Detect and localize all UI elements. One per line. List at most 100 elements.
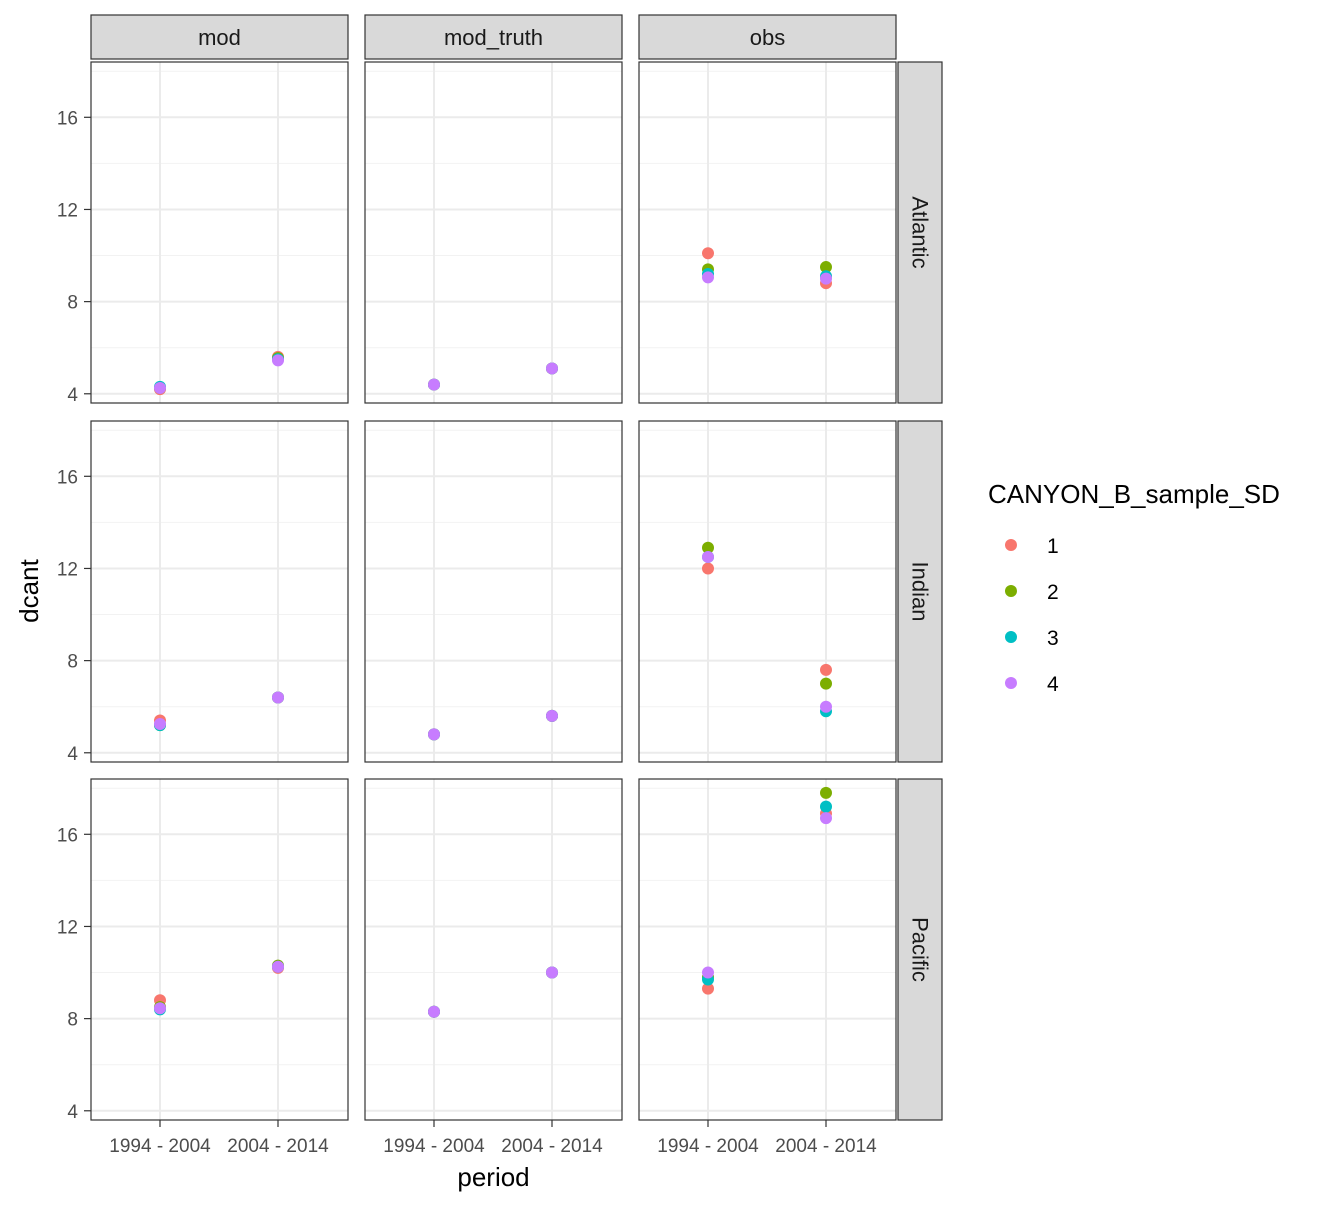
data-point	[820, 812, 832, 825]
x-tick-label: 2004 - 2014	[227, 1136, 329, 1157]
panel-obs-Atlantic	[638, 61, 897, 404]
x-tick-label: 2004 - 2014	[501, 1136, 603, 1157]
data-point	[820, 272, 832, 285]
data-point	[702, 541, 714, 554]
y-tick-label: 4	[67, 385, 78, 406]
panel-border	[90, 778, 349, 1121]
x-tick-label: 1994 - 2004	[383, 1136, 485, 1157]
panel-background	[365, 62, 622, 403]
y-tick-label: 8	[67, 293, 78, 314]
x-axis-title: period	[457, 1162, 529, 1192]
column-strip-label: mod	[198, 25, 241, 50]
panel-border	[638, 778, 897, 1121]
legend-label: 2	[1047, 581, 1059, 604]
data-point	[428, 378, 440, 391]
legend-key	[1005, 677, 1017, 689]
panel-border	[364, 420, 623, 763]
data-point	[154, 1002, 166, 1015]
y-tick-label: 8	[67, 652, 78, 673]
data-point	[820, 677, 832, 690]
data-point	[546, 966, 558, 979]
panel-mod-Atlantic	[90, 61, 349, 404]
y-tick-label: 16	[57, 825, 78, 846]
row-strip	[897, 778, 943, 1121]
column-strip	[90, 14, 349, 60]
x-tick-label: 1994 - 2004	[109, 1136, 211, 1157]
data-point	[702, 550, 714, 563]
y-tick-label: 4	[67, 744, 78, 765]
y-tick-label: 16	[57, 467, 78, 488]
row-strip	[897, 61, 943, 404]
panel-border	[638, 61, 897, 404]
panel-border	[638, 420, 897, 763]
panel-border	[364, 61, 623, 404]
row-strip-label: Atlantic	[908, 196, 933, 268]
data-point	[702, 966, 714, 979]
y-tick-label: 8	[67, 1010, 78, 1031]
legend-label: 1	[1047, 535, 1059, 558]
legend-label: 4	[1047, 673, 1059, 696]
panel-obs-Indian	[638, 420, 897, 763]
row-strip-label: Pacific	[908, 917, 933, 982]
y-axis-title: dcant	[14, 558, 44, 622]
panel-background	[365, 779, 622, 1120]
panel-background	[91, 779, 348, 1120]
panel-mod_truth-Indian	[364, 420, 623, 763]
x-tick-label: 2004 - 2014	[775, 1136, 877, 1157]
panel-background	[365, 421, 622, 762]
row-strip-label: Indian	[908, 562, 933, 622]
data-point	[428, 728, 440, 741]
data-point	[428, 1005, 440, 1018]
column-strip	[364, 14, 623, 60]
axes-layer: 4 8 12 16 4 8 12 16 4 8 12 16 1994 - 2004 2004 - 2014…	[14, 108, 877, 1192]
column-strip	[638, 14, 897, 60]
column-strip-label: obs	[750, 25, 785, 50]
y-tick-label: 4	[67, 1102, 78, 1123]
data-point	[272, 691, 284, 704]
data-point	[702, 271, 714, 284]
data-point	[546, 362, 558, 375]
panel-border	[90, 420, 349, 763]
legend: CANYON_B_sample_SD 1 2 3 4	[988, 479, 1280, 696]
panel-background	[91, 62, 348, 403]
data-point	[702, 982, 714, 995]
panel-background	[639, 779, 896, 1120]
panel-background	[91, 421, 348, 762]
y-tick-label: 12	[57, 559, 78, 580]
y-tick-label: 12	[57, 917, 78, 938]
data-point	[820, 786, 832, 799]
legend-label: 3	[1047, 627, 1059, 650]
series-4	[154, 271, 832, 1018]
panel-mod-Indian	[90, 420, 349, 763]
y-tick-label: 12	[57, 200, 78, 221]
strips-layer: mod mod_truth obs Atlantic Indian Pacific	[90, 14, 943, 1121]
panel-background	[639, 421, 896, 762]
row-strip	[897, 420, 943, 763]
panel-mod_truth-Atlantic	[364, 61, 623, 404]
panel-mod_truth-Pacific	[364, 778, 623, 1121]
data-point	[154, 717, 166, 730]
legend-title: CANYON_B_sample_SD	[988, 479, 1280, 509]
legend-key	[1005, 585, 1017, 597]
data-point	[272, 354, 284, 367]
data-point	[702, 562, 714, 575]
data-point	[272, 960, 284, 973]
data-point	[820, 663, 832, 676]
data-point	[546, 709, 558, 722]
data-point	[702, 247, 714, 260]
data-point	[820, 800, 832, 813]
points-layer	[154, 247, 832, 1018]
data-point	[820, 261, 832, 274]
legend-key	[1005, 539, 1017, 551]
panel-background	[639, 62, 896, 403]
panel-border	[364, 778, 623, 1121]
panel-border	[90, 61, 349, 404]
x-tick-label: 1994 - 2004	[657, 1136, 759, 1157]
data-point	[820, 700, 832, 713]
panels-layer	[90, 61, 897, 1121]
data-point	[154, 382, 166, 395]
y-tick-label: 16	[57, 108, 78, 129]
panel-obs-Pacific	[638, 778, 897, 1121]
legend-key	[1005, 631, 1017, 643]
